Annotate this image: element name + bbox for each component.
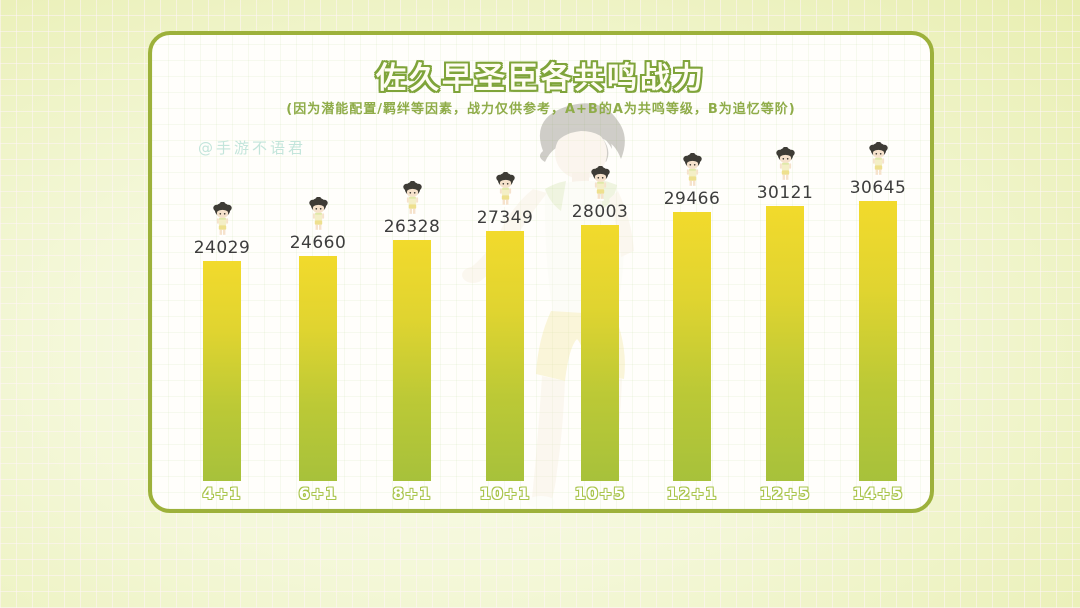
chibi-character-icon <box>401 180 424 216</box>
bar <box>673 212 711 481</box>
bar <box>486 231 524 481</box>
chart-title: 佐久早圣臣各共鸣战力 <box>376 61 706 96</box>
x-axis-label: 10+1 <box>479 484 531 503</box>
bar <box>203 261 241 481</box>
bar-value-label: 29466 <box>663 189 721 209</box>
bar-value-label: 24029 <box>193 238 251 258</box>
bar <box>299 256 337 481</box>
bar-value-label: 27349 <box>476 208 534 228</box>
bar-group: 24660 <box>284 196 352 481</box>
chibi-character-icon <box>681 152 704 188</box>
bar-value-label: 26328 <box>383 217 441 237</box>
x-axis-label: 8+1 <box>392 484 432 503</box>
x-axis-label: 4+1 <box>202 484 242 503</box>
bar-group: 26328 <box>378 180 446 481</box>
bar-value-label: 28003 <box>571 202 629 222</box>
bar <box>766 206 804 481</box>
bar-chart-area: 24029 4+1 24660 6+1 26328 8+1 27349 10+1 28003 10… <box>152 35 930 509</box>
chart-subtitle: (因为潜能配置/羁绊等因素，战力仅供参考，A+B的A为共鸣等级，B为追忆等阶) <box>286 102 796 117</box>
bar <box>859 201 897 481</box>
bar-group: 28003 <box>566 165 634 481</box>
chibi-character-icon <box>494 171 517 207</box>
chart-card: 佐久早圣臣各共鸣战力 (因为潜能配置/羁绊等因素，战力仅供参考，A+B的A为共鸣… <box>148 31 934 513</box>
bar-group: 30645 <box>844 141 912 481</box>
chibi-character-icon <box>307 196 330 232</box>
chibi-character-icon <box>589 165 612 201</box>
bar-value-label: 30645 <box>849 178 907 198</box>
bar-group: 24029 <box>188 201 256 481</box>
chibi-character-icon <box>211 201 234 237</box>
chibi-character-icon <box>867 141 890 177</box>
x-axis-label: 14+5 <box>852 484 904 503</box>
watermark: @手游不语君 <box>198 139 307 157</box>
bar <box>581 225 619 481</box>
x-axis-label: 6+1 <box>298 484 338 503</box>
x-axis-label: 10+5 <box>574 484 626 503</box>
bar-value-label: 30121 <box>756 183 814 203</box>
bar-group: 27349 <box>471 171 539 481</box>
bar-group: 29466 <box>658 152 726 481</box>
bar-group: 30121 <box>751 146 819 481</box>
x-axis-label: 12+1 <box>666 484 718 503</box>
bar-value-label: 24660 <box>289 233 347 253</box>
x-axis-label: 12+5 <box>759 484 811 503</box>
bar <box>393 240 431 481</box>
chibi-character-icon <box>774 146 797 182</box>
